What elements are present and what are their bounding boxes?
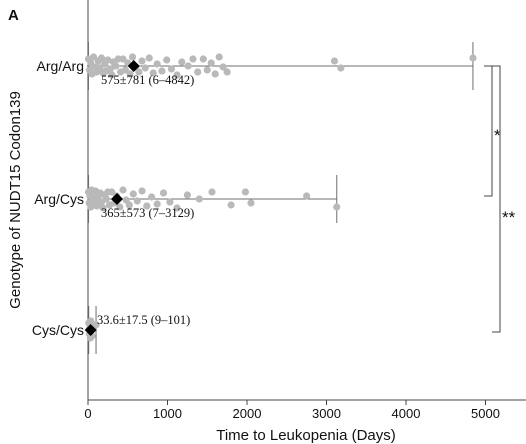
data-point [153, 60, 161, 68]
data-point [92, 321, 100, 329]
y-category-label: Cys/Cys [32, 322, 84, 338]
data-point [108, 188, 116, 196]
data-point [195, 195, 203, 203]
data-point [330, 57, 339, 65]
data-groups: 575±781 (6–4842) 365±573 (7–3129) 33.6±17.… [84, 42, 477, 354]
data-point [138, 57, 146, 65]
data-point [143, 202, 151, 210]
data-point [89, 53, 98, 61]
data-point [126, 70, 134, 78]
data-point [227, 201, 235, 209]
data-point [199, 55, 207, 63]
data-point [163, 56, 171, 64]
data-point [119, 55, 127, 63]
data-point [106, 65, 114, 73]
data-point [112, 62, 120, 70]
data-point [166, 198, 174, 206]
data-point [183, 191, 191, 199]
data-point [184, 62, 192, 70]
x-tick-label: 0 [84, 406, 91, 421]
data-point [129, 190, 137, 198]
data-point [208, 188, 216, 196]
data-point [303, 192, 311, 200]
group-summary-label: 575±781 (6–4842) [101, 73, 194, 87]
bracket-2-label: ** [502, 208, 516, 227]
data-point [211, 70, 219, 78]
y-category-label: Arg/Cys [34, 191, 84, 207]
data-point [153, 200, 161, 208]
data-point [173, 204, 181, 212]
data-point [119, 186, 127, 194]
data-point [104, 56, 112, 64]
y-axis-category-labels: Arg/Arg Arg/Cys Cys/Cys [32, 58, 84, 338]
panel-label: A [8, 7, 19, 24]
data-point [469, 54, 477, 62]
data-point [128, 53, 137, 61]
data-point [203, 66, 211, 74]
data-point [241, 188, 250, 196]
data-point [247, 199, 255, 207]
data-point [87, 317, 95, 325]
data-point [138, 187, 146, 195]
data-point [145, 54, 153, 62]
data-point [116, 203, 124, 211]
y-category-label: Arg/Arg [37, 58, 84, 74]
data-point [121, 66, 129, 74]
data-point [173, 71, 181, 79]
data-point [207, 59, 215, 67]
data-point [178, 58, 186, 66]
data-point [99, 204, 107, 212]
x-tick-label: 2000 [233, 406, 262, 421]
data-point [158, 67, 166, 75]
data-point [125, 201, 133, 209]
data-point [108, 71, 116, 79]
group-arg-cys: 365±573 (7–3129) [84, 175, 341, 223]
data-point [133, 197, 141, 205]
significance-bracket-1: * [484, 65, 501, 197]
data-point [141, 64, 149, 72]
group-summary-label: 365±573 (7–3129) [101, 206, 194, 220]
group-cys-cys: 33.6±17.5 (9–101) [84, 306, 190, 354]
data-point [149, 69, 157, 77]
x-tick-label: 5000 [471, 406, 500, 421]
x-tick-label: 3000 [312, 406, 341, 421]
mean-marker [127, 60, 140, 72]
data-point [215, 53, 223, 61]
significance-bracket-2: ** [492, 65, 516, 333]
x-axis-title: Time to Leukopenia (Days) [216, 427, 396, 444]
data-point [333, 203, 341, 211]
bracket-1-label: * [494, 126, 501, 145]
data-point [148, 193, 156, 201]
bracket-1-line [484, 65, 493, 197]
data-point [223, 68, 231, 76]
group-summary-label: 33.6±17.5 (9–101) [97, 313, 190, 327]
data-point [167, 65, 176, 73]
mean-marker [84, 324, 97, 336]
data-point [189, 55, 197, 63]
data-point [219, 63, 227, 71]
y-axis-title: Genotype of NUDT15 Codon139 [7, 91, 24, 309]
bracket-2-line [492, 65, 501, 333]
data-point [194, 68, 202, 76]
data-point [102, 195, 110, 203]
x-tick-label: 1000 [153, 406, 182, 421]
data-point [337, 64, 345, 72]
x-axis-ticks: 0 1000 2000 3000 4000 5000 [84, 400, 500, 421]
data-point [159, 189, 168, 197]
data-point [97, 54, 106, 62]
mean-marker [111, 193, 124, 205]
data-point [135, 68, 143, 76]
group-arg-arg: 575±781 (6–4842) [84, 42, 477, 90]
x-tick-label: 4000 [392, 406, 421, 421]
